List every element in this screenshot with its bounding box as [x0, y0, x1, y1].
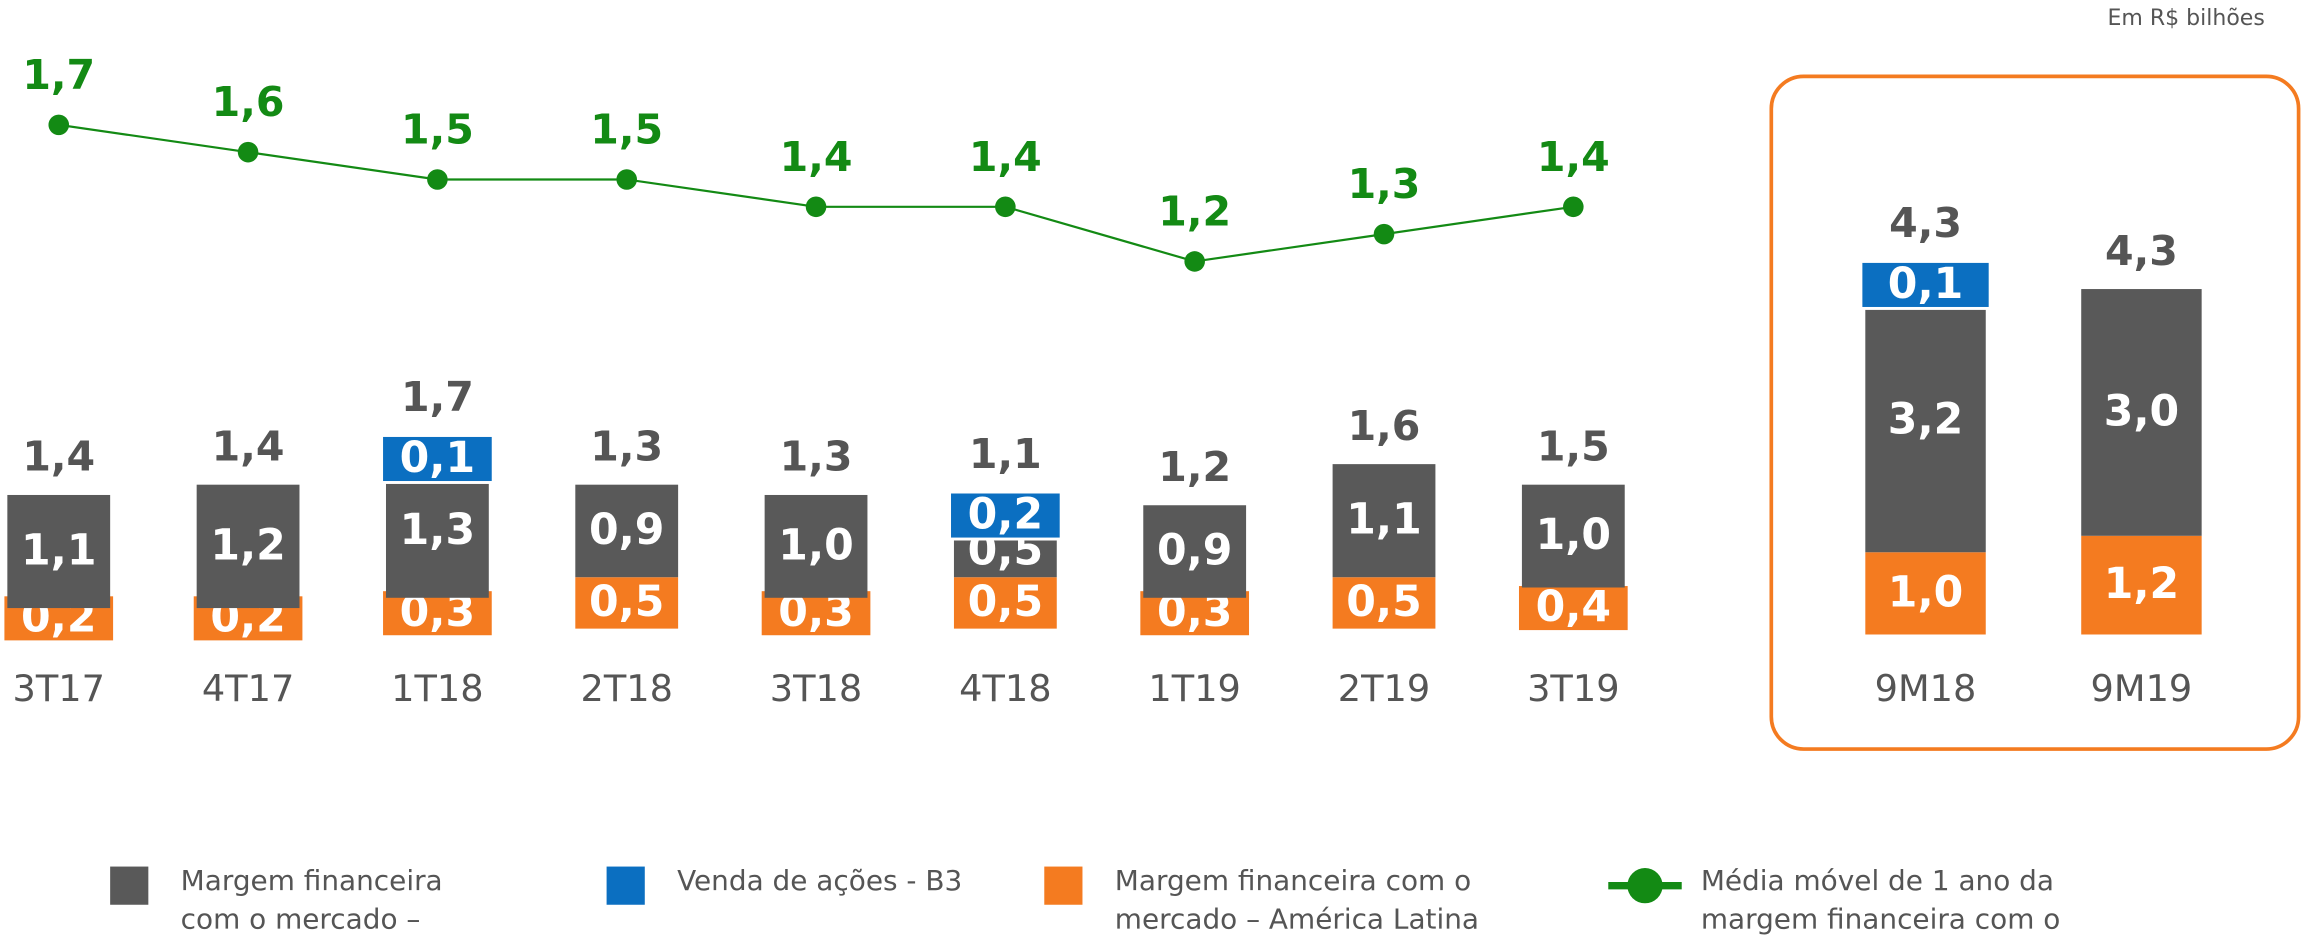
x-tick-label: 2T18 [580, 667, 672, 710]
segment-label: 0,4 [1536, 582, 1611, 632]
segment-label: 0,9 [589, 505, 664, 555]
bar-segment [575, 577, 679, 629]
line-point [48, 114, 70, 136]
line-label: 1,3 [1348, 160, 1421, 208]
segment-label: 0,5 [589, 577, 664, 627]
x-tick-label: 4T18 [959, 667, 1051, 710]
bar-segment [385, 464, 489, 598]
segment-label: 1,0 [1888, 567, 1963, 617]
total-label: 4,3 [1889, 199, 1962, 247]
total-label: 1,3 [780, 433, 853, 481]
segment-label: 1,2 [2104, 559, 2179, 609]
line-label: 1,4 [780, 133, 853, 181]
legend-swatch [606, 866, 645, 905]
line-label: 1,5 [401, 105, 474, 153]
label-box [948, 490, 1063, 541]
segment-label: 1,1 [1346, 495, 1421, 545]
bar-segment [1143, 505, 1247, 598]
line-point [805, 196, 827, 218]
line-point [1184, 251, 1205, 272]
bar-segment [1865, 552, 1986, 635]
x-tick-label: 2T19 [1338, 667, 1430, 710]
total-label: 1,4 [212, 422, 285, 470]
total-label: 1,2 [1158, 443, 1231, 491]
unit-note: Em R$ bilhões [2108, 6, 2265, 31]
total-label: 1,1 [969, 430, 1042, 478]
bar-segment [953, 577, 1057, 629]
total-label: 1,4 [22, 433, 95, 481]
line-point [616, 169, 637, 190]
bar-segment [2081, 535, 2202, 635]
segment-label: 1,0 [778, 520, 853, 570]
line-point [1563, 196, 1584, 218]
total-label: 1,5 [1537, 422, 1610, 470]
line-label: 1,2 [1158, 187, 1231, 235]
bar-segment [1865, 289, 1986, 553]
total-label: 1,6 [1348, 402, 1421, 450]
legend-item: Margem financeira com o mercado – Améric… [1114, 865, 1480, 936]
segment-label: 1,0 [1536, 510, 1611, 560]
segment-label: 0,5 [1346, 577, 1421, 627]
line-label: 1,5 [590, 105, 663, 153]
segment-label: 0,9 [1157, 525, 1232, 575]
x-tick-label: 4T17 [202, 667, 294, 710]
bar-segment [196, 484, 300, 609]
legend-item: Venda de ações - B3 [677, 865, 963, 898]
segment-label: 3,0 [2104, 386, 2179, 436]
line-point [995, 196, 1016, 218]
total-label: 4,3 [2105, 227, 2178, 275]
x-tick-label: 1T18 [391, 667, 483, 710]
total-label: 1,3 [590, 422, 663, 470]
legend-swatch [110, 866, 149, 905]
x-tick-label: 3T19 [1527, 667, 1619, 710]
line-point [427, 169, 448, 190]
total-label: 1,7 [401, 373, 474, 421]
segment-label: 1,2 [210, 520, 285, 570]
legend-dot [1627, 868, 1663, 904]
segment-label: 3,2 [1888, 395, 1963, 445]
x-tick-label: 9M18 [1875, 667, 1977, 710]
legend-item: Média móvel de 1 ano da margem financeir… [1700, 865, 2061, 936]
line-label: 1,4 [1537, 133, 1610, 181]
label-box [1859, 259, 1992, 310]
label-box [1516, 583, 1631, 634]
line-point [237, 141, 259, 163]
bar-segment [2081, 289, 2202, 536]
bar-segment [575, 484, 679, 578]
x-tick-label: 3T17 [13, 667, 105, 710]
legend-label: Venda de ações - B3 [677, 865, 963, 898]
line-point [1373, 223, 1395, 245]
segment-label: 0,2 [968, 489, 1043, 539]
line-label: 1,4 [969, 133, 1042, 181]
legend-item: Margem financeira com o mercado – Brasil… [180, 865, 443, 936]
segment-label: 0,1 [400, 433, 475, 483]
x-tick-label: 9M19 [2091, 667, 2193, 710]
x-tick-label: 3T18 [770, 667, 862, 710]
legend-label: Margem financeira com o mercado – Brasil… [180, 865, 443, 936]
bar-segment [7, 494, 111, 609]
bar-segment [1521, 484, 1625, 588]
line-label: 1,6 [212, 78, 285, 126]
legend-label: Média móvel de 1 ano da margem financeir… [1700, 865, 2061, 936]
legend-swatch [1044, 866, 1083, 905]
x-tick-label: 1T19 [1148, 667, 1240, 710]
legend-label: Margem financeira com o mercado – Améric… [1114, 865, 1480, 936]
panel-frame [1769, 74, 2301, 751]
bar-segment [764, 494, 868, 598]
label-box [380, 434, 495, 484]
segment-label: 0,5 [968, 577, 1043, 627]
segment-label: 0,1 [1888, 259, 1963, 309]
segment-label: 1,1 [21, 525, 96, 575]
bar-segment [1332, 464, 1436, 578]
segment-label: 1,3 [400, 505, 475, 555]
bar-segment [1332, 577, 1436, 629]
line-label: 1,7 [22, 51, 95, 99]
